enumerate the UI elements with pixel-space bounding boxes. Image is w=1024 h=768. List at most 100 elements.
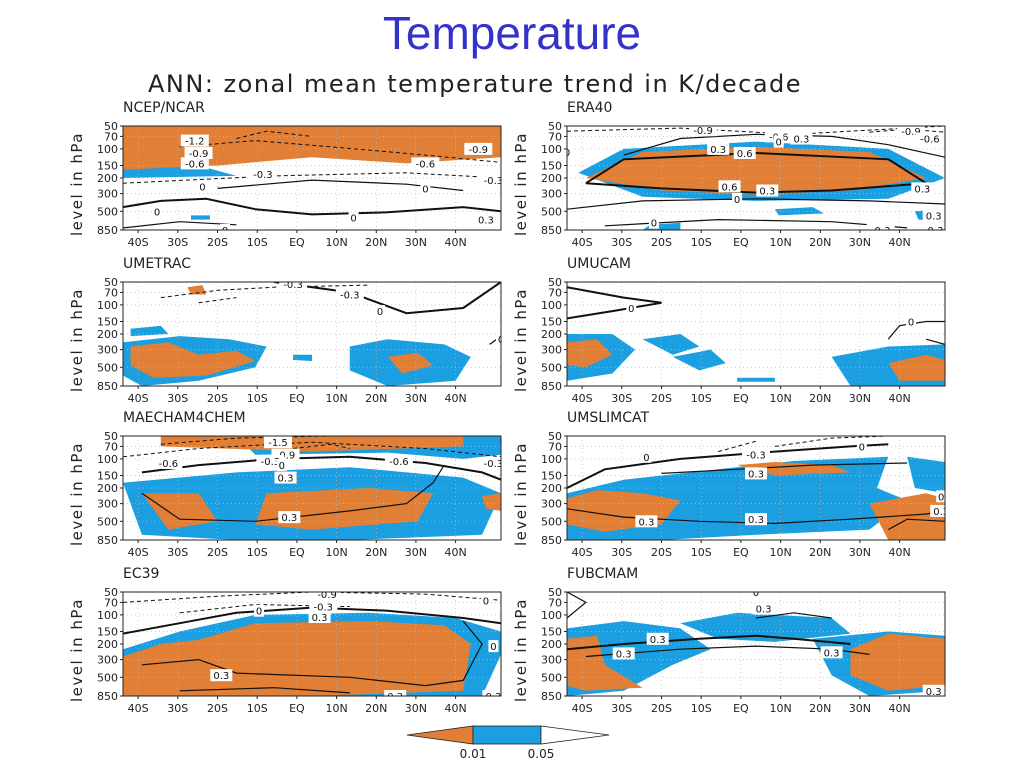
y-tick-label: 70 xyxy=(104,130,118,143)
x-tick-label: 30S xyxy=(611,546,632,559)
y-tick-label: 50 xyxy=(548,120,562,133)
contour-label: -0.9 xyxy=(317,590,337,601)
y-tick-label: 200 xyxy=(541,328,562,341)
contour-label: 0.3 xyxy=(926,211,942,222)
x-tick-label: 40S xyxy=(572,546,593,559)
x-tick-label: 30N xyxy=(849,236,871,249)
panel-plot: -1.5-0.9-0.6 -0.30 -0.6 -0.30.30.3507010015… xyxy=(97,430,502,559)
panel-title: UMSLIMCAT xyxy=(567,410,650,426)
contour-label: -0.6 xyxy=(389,457,409,468)
y-tick-label: 850 xyxy=(97,690,118,703)
contour-label-bg xyxy=(646,632,669,645)
significance-legend: 0.01 0.05 xyxy=(406,725,610,761)
x-tick-label: 10S xyxy=(247,546,268,559)
legend-swatch-0.05 xyxy=(472,725,542,745)
contour-line xyxy=(567,286,662,320)
y-tick-label: 200 xyxy=(541,172,562,185)
x-tick-label: 30S xyxy=(167,236,188,249)
x-tick-label: 30N xyxy=(405,236,427,249)
x-tick-label: 10S xyxy=(247,702,268,715)
y-tick-label: 200 xyxy=(97,638,118,651)
y-tick-label: 850 xyxy=(97,534,118,547)
y-tick-label: 50 xyxy=(548,276,562,289)
panel-title: MAECHAM4CHEM xyxy=(123,410,246,426)
contour-line xyxy=(217,179,464,192)
contour-label-bg xyxy=(479,174,501,187)
y-tick-label: 200 xyxy=(97,482,118,495)
contour-label: 0.3 xyxy=(616,649,632,660)
x-tick-label: 40N xyxy=(888,546,910,559)
contour-label-bg xyxy=(745,467,767,480)
contour-label-bg xyxy=(309,600,338,613)
contour-label-bg xyxy=(496,333,501,346)
contour-label: 0 xyxy=(564,148,570,159)
contour-label-bg xyxy=(756,184,779,197)
contour-label-bg xyxy=(752,602,775,615)
contour-line xyxy=(141,464,445,522)
y-tick-label: 850 xyxy=(97,224,118,237)
y-tick-label: 300 xyxy=(97,188,118,201)
x-tick-label: 10N xyxy=(325,236,347,249)
contour-label-bg xyxy=(567,146,572,158)
x-tick-label: 30N xyxy=(405,392,427,405)
contour-line-negative xyxy=(774,436,889,447)
x-tick-label: 40S xyxy=(572,702,593,715)
x-tick-label: 20S xyxy=(651,392,672,405)
contour-label: 0.3 xyxy=(387,692,403,703)
y-tick-label: 150 xyxy=(541,160,562,173)
x-tick-label: EQ xyxy=(289,392,305,405)
contour-label: -0.9 xyxy=(693,126,713,137)
x-tick-label: 10N xyxy=(769,546,791,559)
contour-label-bg xyxy=(154,457,183,469)
contour-label-bg xyxy=(866,224,895,230)
contour-line xyxy=(925,338,945,345)
contour-label-bg xyxy=(707,142,730,155)
contour-label-bg xyxy=(790,132,813,145)
y-tick-label: 500 xyxy=(97,671,118,684)
x-tick-label: 10S xyxy=(691,702,712,715)
contour-label-bg xyxy=(915,132,944,145)
x-tick-label: 40S xyxy=(128,236,149,249)
x-tick-label: 10S xyxy=(247,392,268,405)
contour-label-bg xyxy=(732,192,743,205)
x-tick-label: 30S xyxy=(611,236,632,249)
contour-label: -0.6 xyxy=(416,159,436,170)
legend-swatch-0.01 xyxy=(406,725,474,745)
y-tick-label: 100 xyxy=(97,453,118,466)
y-tick-label: 100 xyxy=(541,143,562,156)
panel-plot: -1.2-0.9-0.6-0.9-0.6-0.3-0.3000000.35070… xyxy=(97,120,502,249)
contour-label: 0 xyxy=(256,607,262,618)
contour-label: 0.3 xyxy=(824,648,840,659)
x-tick-label: 40S xyxy=(572,236,593,249)
x-tick-label: 10S xyxy=(691,392,712,405)
panel-ec39: EC39 level in hPa -0.9 -0.3 0 0 0.3 0.3 0.3 0.3 0 5… xyxy=(68,566,518,726)
panel-title: EC39 xyxy=(123,566,160,582)
x-tick-label: 30N xyxy=(849,702,871,715)
contour-label-bg xyxy=(718,180,741,193)
x-tick-label: EQ xyxy=(733,392,749,405)
x-tick-label: 40N xyxy=(444,702,466,715)
y-tick-label: 850 xyxy=(541,224,562,237)
y-tick-label: 100 xyxy=(97,299,118,312)
y-tick-label: 70 xyxy=(548,286,562,299)
significance-region-0.01 xyxy=(387,352,433,374)
contour-line xyxy=(755,612,832,619)
y-tick-label: 500 xyxy=(541,671,562,684)
significance-region-0.01 xyxy=(187,285,207,295)
contour-label: 0.3 xyxy=(759,187,775,198)
y-tick-label: 100 xyxy=(541,609,562,622)
x-tick-label: 40S xyxy=(128,546,149,559)
contour-line-negative xyxy=(567,126,945,135)
y-tick-label: 150 xyxy=(97,160,118,173)
significance-region-0.05 xyxy=(907,456,945,494)
significance-region-0.01 xyxy=(482,493,501,511)
contour-label-bg xyxy=(773,135,784,148)
contour-label-bg xyxy=(248,167,277,180)
significance-region-0.01 xyxy=(567,339,613,368)
legend-label: 0.05 xyxy=(528,747,555,761)
x-tick-label: 30S xyxy=(167,392,188,405)
contour-label: 0 xyxy=(490,642,496,653)
panel-title: FUBCMAM xyxy=(567,566,639,582)
contour-label-bg xyxy=(197,180,208,193)
